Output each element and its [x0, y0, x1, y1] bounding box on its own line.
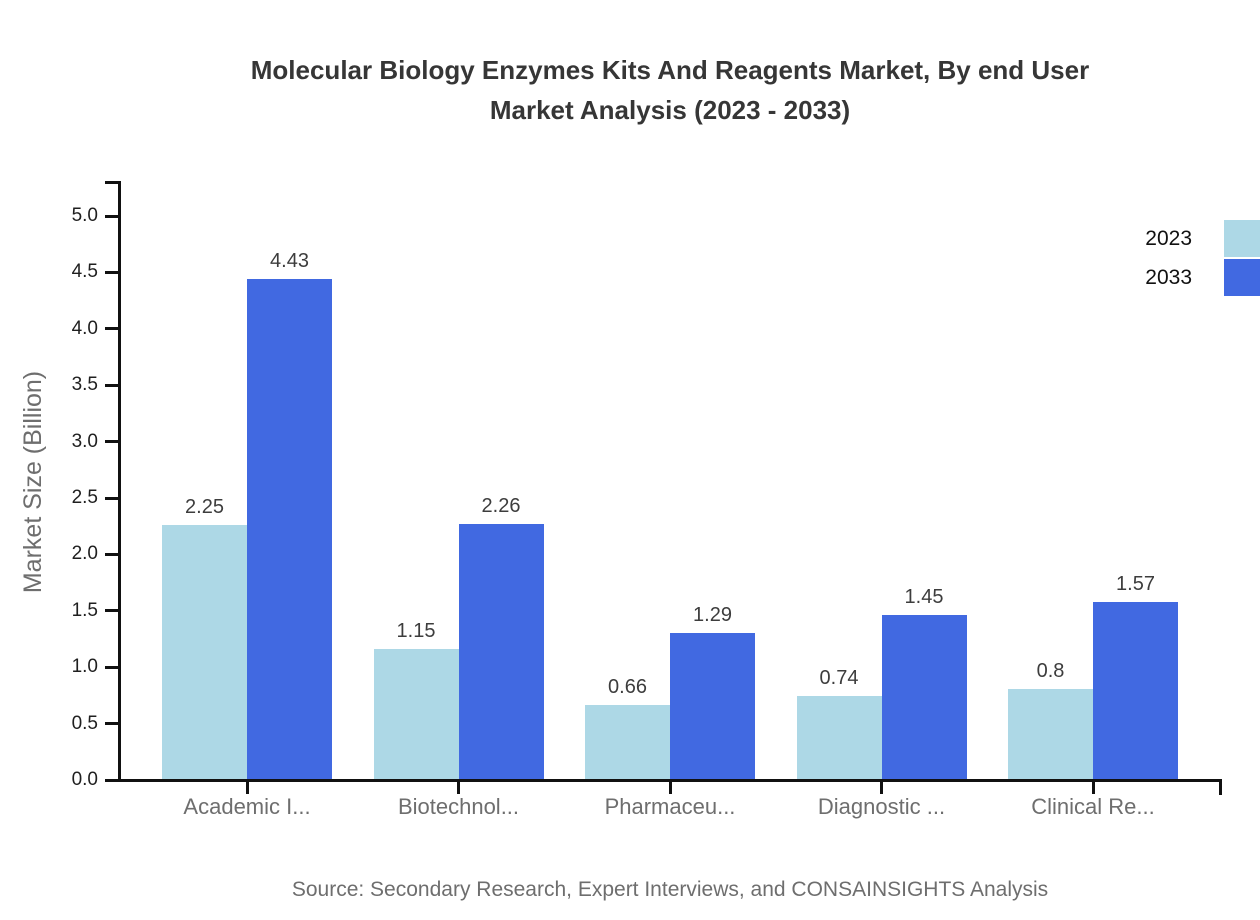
y-tick	[105, 496, 118, 500]
legend-swatch-2033	[1224, 259, 1260, 296]
bar-value-label: 1.57	[1116, 573, 1155, 595]
bar-2023-1	[373, 649, 459, 779]
legend-swatch-2023	[1224, 220, 1260, 257]
y-axis-end-cap	[105, 181, 118, 184]
bar-value-label: 0.66	[608, 676, 647, 698]
legend-item-2033: 2033	[1145, 259, 1260, 296]
bar-2023-4	[1008, 689, 1093, 779]
y-tick	[105, 722, 118, 726]
y-tick-label: 0.5	[71, 712, 98, 734]
chart-title-line1: Molecular Biology Enzymes Kits And Reage…	[250, 55, 1090, 85]
bar-value-label: 1.29	[693, 604, 732, 626]
legend-label-2023: 2023	[1145, 226, 1192, 250]
y-tick-label: 1.0	[71, 656, 98, 678]
x-tick	[1091, 782, 1095, 794]
category-label: Clinical Re...	[1031, 794, 1155, 819]
bar-value-label: 0.8	[1036, 660, 1065, 682]
category-label: Diagnostic ...	[817, 794, 946, 819]
bar-2033-0	[247, 279, 332, 779]
y-tick	[105, 778, 118, 782]
bar-value-label: 4.43	[270, 250, 309, 272]
y-axis-line	[118, 181, 121, 782]
bar-2033-4	[1093, 602, 1178, 779]
y-tick	[105, 327, 118, 331]
bar-value-label: 2.26	[481, 495, 521, 517]
y-tick	[105, 552, 118, 556]
category-label: Academic I...	[183, 794, 311, 819]
legend-item-2023: 2023	[1145, 220, 1260, 257]
y-tick	[105, 609, 118, 613]
y-tick	[105, 665, 118, 669]
legend-label-2033: 2033	[1145, 265, 1192, 289]
y-tick-label: 0.0	[71, 769, 98, 790]
chart-title-line2: Market Analysis (2023 - 2033)	[489, 95, 851, 125]
y-tick	[105, 270, 118, 274]
bar-2023-0	[162, 525, 247, 779]
y-tick-label: 5.0	[71, 205, 98, 226]
source-note: Source: Secondary Research, Expert Inter…	[291, 878, 1049, 901]
bar-value-label: 1.45	[904, 586, 944, 608]
chart-title: Molecular Biology Enzymes Kits And Reage…	[80, 50, 1260, 130]
bar-2033-3	[881, 615, 967, 779]
y-tick	[105, 440, 118, 444]
y-tick	[105, 383, 118, 387]
y-tick-label: 2.5	[71, 487, 98, 508]
y-tick-label: 4.0	[71, 317, 98, 339]
x-axis-end-cap	[1219, 779, 1222, 795]
bar-value-label: 0.74	[819, 667, 859, 689]
y-tick-label: 3.5	[71, 374, 98, 396]
x-tick	[457, 782, 460, 794]
y-tick-label: 3.0	[71, 430, 98, 452]
bar-2023-2	[585, 705, 670, 779]
category-label: Biotechnol...	[397, 794, 520, 819]
x-tick	[245, 782, 249, 794]
bar-2023-3	[796, 696, 882, 779]
x-axis-line	[118, 779, 1222, 782]
bar-value-label: 2.25	[185, 496, 224, 518]
y-tick-label: 1.5	[71, 599, 98, 621]
bar-2033-2	[670, 633, 755, 779]
y-tick-label: 2.0	[71, 543, 98, 565]
y-tick-label: 4.5	[71, 261, 98, 283]
x-tick	[668, 782, 672, 794]
bar-value-label: 1.15	[396, 620, 436, 642]
category-label: Pharmaceu...	[604, 794, 736, 819]
y-tick	[105, 214, 118, 218]
bar-2033-1	[458, 524, 544, 779]
x-tick	[880, 782, 883, 794]
legend: 2023 2033	[1145, 220, 1260, 298]
